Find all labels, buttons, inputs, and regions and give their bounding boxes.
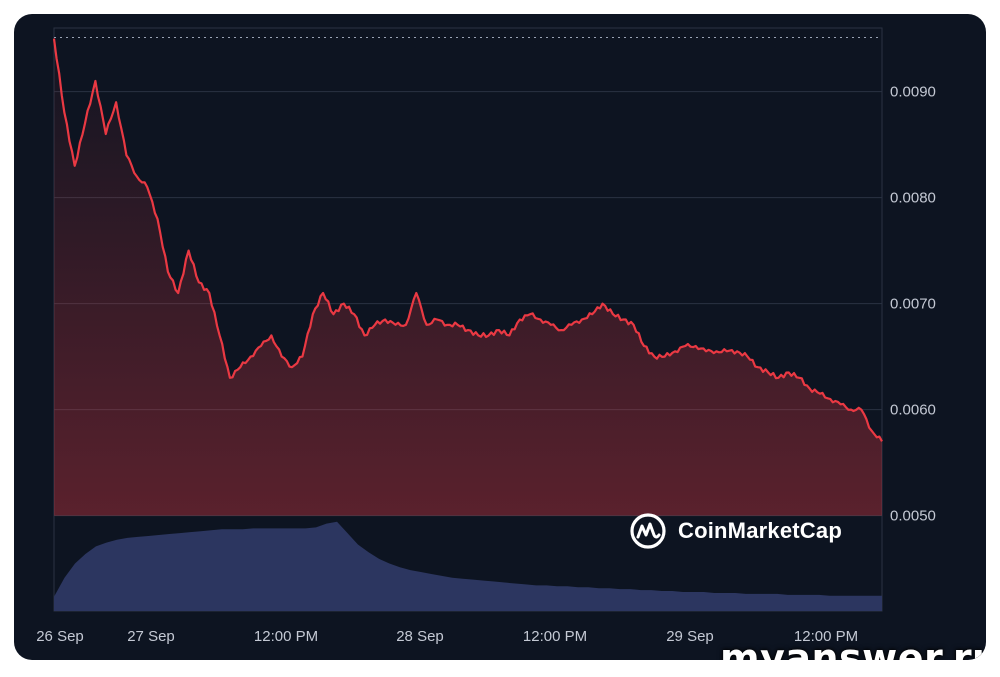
coinmarketcap-logo-icon: [630, 513, 666, 549]
chart-card: 0.0050 0.0060 0.0070 0.0080 0.0090 26 Sep 27 …: [14, 14, 986, 660]
y-tick-label: 0.0090: [890, 84, 936, 101]
x-tick-label: 26 Sep: [36, 628, 84, 645]
x-tick-label: 28 Sep: [396, 628, 444, 645]
y-tick-label: 0.0080: [890, 190, 936, 207]
coinmarketcap-brand: CoinMarketCap: [628, 511, 842, 551]
x-tick-label: 12:00 PM: [254, 628, 318, 645]
watermark-text: myanswer.ru: [720, 636, 986, 660]
price-area-fill: [54, 38, 882, 516]
price-chart: 0.0050 0.0060 0.0070 0.0080 0.0090 26 Sep 27 …: [36, 27, 936, 645]
brand-name: CoinMarketCap: [678, 518, 842, 543]
volume-area: [54, 521, 882, 611]
x-tick-label: 12:00 PM: [523, 628, 587, 645]
x-tick-label: 27 Sep: [127, 628, 175, 645]
y-tick-label: 0.0070: [890, 296, 936, 313]
y-tick-label: 0.0060: [890, 402, 936, 419]
x-tick-label: 29 Sep: [666, 628, 714, 645]
x-tick-label: 12:00 PM: [794, 628, 858, 645]
y-tick-label: 0.0050: [890, 508, 936, 525]
price-line: [52, 38, 883, 442]
